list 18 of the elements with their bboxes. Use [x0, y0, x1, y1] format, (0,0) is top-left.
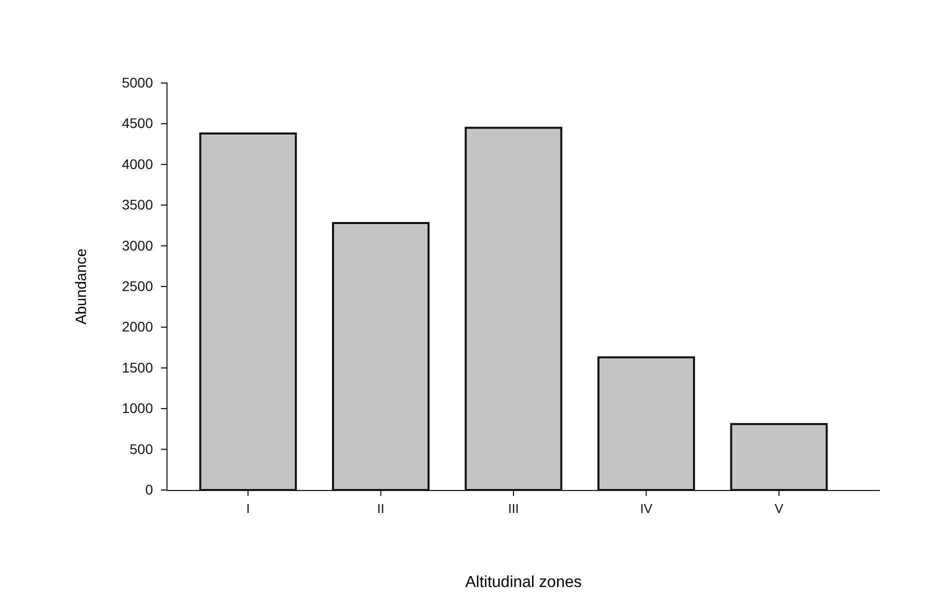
- y-tick-label: 1500: [122, 359, 154, 376]
- y-tick-label: 0: [145, 481, 154, 498]
- x-tick-label: V: [774, 501, 784, 516]
- y-tick-label: 2000: [122, 318, 154, 335]
- x-tick-label: IV: [640, 501, 653, 516]
- y-axis-title: Abundance: [73, 248, 90, 324]
- y-tick-label: 4000: [122, 156, 154, 172]
- y-tick-label: 3000: [122, 237, 154, 254]
- y-tick-label: 500: [130, 440, 154, 457]
- y-tick-label: 1000: [122, 400, 154, 416]
- y-tick-label: 3500: [122, 196, 154, 213]
- x-tick-label: III: [508, 501, 519, 516]
- x-axis-title: Altitudinal zones: [465, 574, 582, 591]
- x-tick-label: I: [246, 501, 250, 516]
- y-tick-label: 4500: [122, 115, 154, 132]
- y-tick-label: 5000: [122, 74, 154, 90]
- y-tick-label: 2500: [122, 278, 154, 294]
- x-tick-label: II: [377, 501, 384, 516]
